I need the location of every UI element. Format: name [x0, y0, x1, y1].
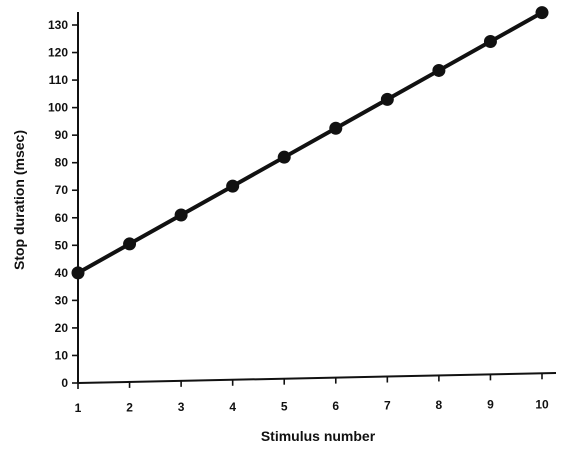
x-axis-ticks: 1 2 3 4 5 6 7 8 9 10 — [75, 373, 549, 415]
y-axis-ticks: 0 10 20 30 40 50 60 70 80 90 100 110 120 130 — [48, 18, 78, 390]
x-tick-label: 1 — [75, 401, 82, 415]
x-tick-label: 9 — [487, 398, 494, 412]
data-point — [329, 121, 343, 135]
series-layer — [71, 6, 549, 280]
y-tick-label: 110 — [49, 73, 69, 87]
data-point — [226, 179, 240, 193]
data-point — [174, 208, 188, 222]
x-tick-label: 4 — [229, 400, 236, 414]
data-point — [483, 35, 497, 49]
x-tick-label: 3 — [178, 400, 185, 414]
axes — [77, 12, 557, 384]
y-tick-label: 130 — [48, 18, 68, 32]
y-tick-label: 30 — [55, 293, 69, 307]
y-tick-label: 50 — [55, 238, 69, 252]
data-point — [535, 6, 549, 20]
y-tick-label: 120 — [48, 46, 68, 60]
y-tick-label: 70 — [55, 183, 69, 197]
y-tick-label: 100 — [48, 101, 68, 115]
series-line — [76, 10, 544, 275]
y-tick-label: 20 — [55, 321, 69, 335]
data-point — [277, 150, 291, 164]
data-point — [71, 266, 85, 280]
y-tick-label: 0 — [61, 376, 68, 390]
data-point — [432, 63, 446, 77]
y-tick-label: 60 — [55, 211, 69, 225]
x-tick-label: 7 — [384, 399, 391, 413]
y-tick-label: 10 — [55, 348, 69, 362]
data-point — [380, 92, 394, 106]
x-axis-line — [77, 372, 557, 384]
y-tick-label: 80 — [55, 156, 69, 170]
x-tick-label: 10 — [535, 397, 549, 411]
x-tick-label: 8 — [436, 398, 443, 412]
x-axis-title: Stimulus number — [261, 428, 376, 444]
y-tick-label: 40 — [55, 266, 69, 280]
y-axis-title: Stop duration (msec) — [11, 130, 27, 270]
x-tick-label: 6 — [332, 399, 339, 413]
data-point — [123, 237, 137, 251]
x-tick-label: 5 — [281, 399, 288, 413]
x-tick-label: 2 — [126, 401, 133, 415]
y-tick-label: 90 — [55, 128, 69, 142]
